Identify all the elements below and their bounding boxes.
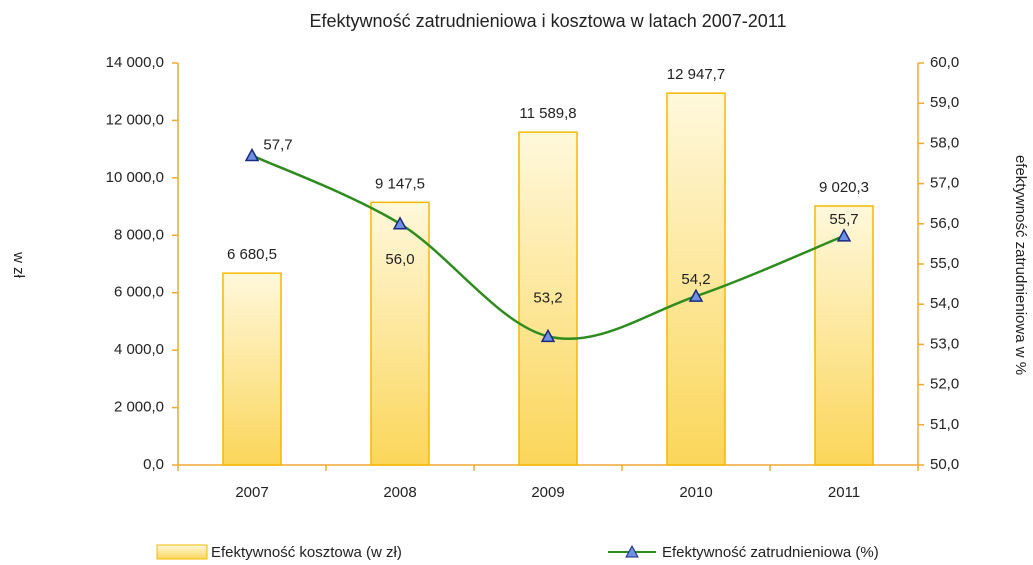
y2-tick-label: 53,0 [930,335,959,352]
line-marker [392,216,408,230]
bar-label: 12 947,7 [667,66,725,83]
y2-tick-label: 52,0 [930,376,959,393]
x-tick-label: 2011 [828,484,860,501]
bar [518,131,578,466]
legend-label: Efektywność kosztowa (w zł) [211,544,402,561]
y2-tick-label: 54,0 [930,295,959,312]
y2-tick-label: 51,0 [930,416,959,433]
chart-title: Efektywność zatrudnieniowa i kosztowa w … [310,11,787,31]
y2-tick-label: 55,0 [930,255,959,272]
y2-tick-label: 58,0 [930,134,959,151]
y-tick-label: 12 000,0 [106,111,164,128]
line-marker [244,147,260,162]
y-tick-label: 10 000,0 [106,169,164,186]
y-tick-label: 6 000,0 [114,284,164,301]
y2-tick-label: 57,0 [930,175,959,192]
line-marker [836,228,852,242]
bar [370,201,430,466]
bar [814,205,874,466]
y-tick-label: 8 000,0 [114,226,164,243]
y2-axis-title: efektywność zatrudnieniowa w % [1012,155,1029,375]
y-tick-label: 4 000,0 [114,341,164,358]
y2-tick-label: 50,0 [930,456,959,473]
y2-tick-label: 60,0 [930,54,959,71]
line-label: 56,0 [385,251,414,268]
y-tick-label: 14 000,0 [106,54,164,71]
line-marker [688,288,704,302]
y-tick-label: 2 000,0 [114,399,164,416]
bar [666,92,726,466]
line-label: 53,2 [533,289,562,306]
x-tick-label: 2007 [235,484,268,501]
line-label: 57,7 [263,136,292,153]
x-tick-label: 2010 [679,484,712,501]
x-tick-label: 2009 [531,484,564,501]
y-tick-label: 0,0 [143,456,164,473]
bar-label: 9 147,5 [375,175,425,192]
bar-label: 6 680,5 [227,246,277,263]
bar-label: 9 020,3 [819,179,869,196]
y2-tick-label: 59,0 [930,94,959,111]
line-label: 55,7 [829,211,858,228]
x-tick-label: 2008 [383,484,416,501]
y-axis-title: w zł [10,251,27,279]
line-label: 54,2 [681,271,710,288]
legend-swatch [156,544,208,560]
bar [222,272,282,466]
legend-marker [625,544,639,558]
y2-tick-label: 56,0 [930,215,959,232]
line-marker [540,328,556,343]
legend-label: Efektywność zatrudnieniowa (%) [662,544,879,561]
bar-label: 11 589,8 [519,105,576,122]
